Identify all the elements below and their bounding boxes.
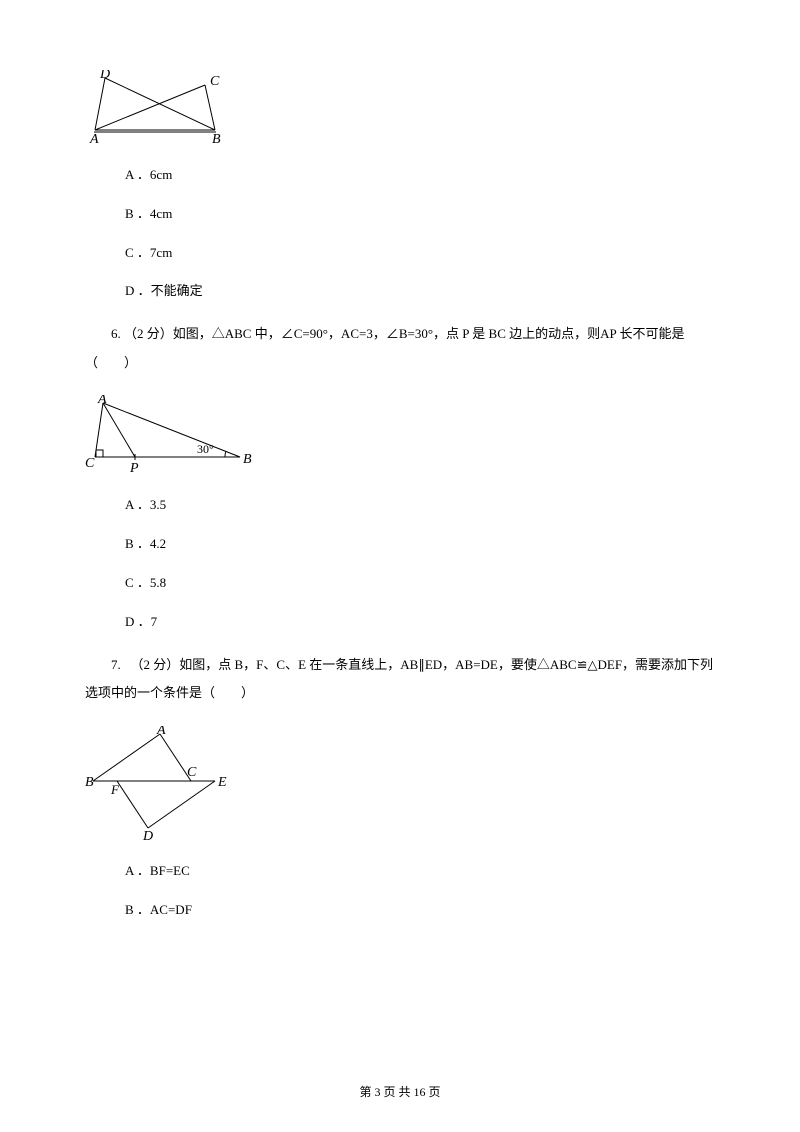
q6-text: 6. （2 分）如图，△ABC 中，∠C=90°，AC=3，∠B=30°，点 P… xyxy=(85,320,715,377)
figure-q7: A B F C E D xyxy=(85,726,715,841)
label-C2: C xyxy=(85,456,95,471)
q5-option-D: D ．不能确定 xyxy=(125,281,715,302)
label-B3: B xyxy=(85,775,94,790)
q6-option-C: C ．5.8 xyxy=(125,573,715,594)
label-angle: 30° xyxy=(197,442,214,456)
label-E3: E xyxy=(217,775,227,790)
label-B: B xyxy=(212,132,221,145)
label-B2: B xyxy=(243,452,252,467)
label-A2: A xyxy=(97,395,107,407)
figure-q5: D C A B xyxy=(85,70,715,145)
label-D3: D xyxy=(142,829,153,841)
label-C: C xyxy=(210,74,220,89)
figure-q5-svg: D C A B xyxy=(85,70,245,145)
q5-option-C: C ．7cm xyxy=(125,243,715,264)
page-footer: 第 3 页 共 16 页 xyxy=(0,1083,800,1102)
label-A3: A xyxy=(156,726,166,738)
figure-q6-svg: A C P B 30° xyxy=(85,395,260,475)
figure-q7-svg: A B F C E D xyxy=(85,726,235,841)
label-F3: F xyxy=(110,782,120,797)
q7-option-A: A ．BF=EC xyxy=(125,861,715,882)
q5-option-B: B ．4cm xyxy=(125,204,715,225)
label-P2: P xyxy=(129,461,139,475)
label-C3: C xyxy=(187,765,197,780)
q6-option-A: A ．3.5 xyxy=(125,495,715,516)
figure-q6: A C P B 30° xyxy=(85,395,715,475)
q6-option-D: D ．7 xyxy=(125,612,715,633)
q6-option-B: B ．4.2 xyxy=(125,534,715,555)
label-A: A xyxy=(89,132,99,145)
q5-option-A: A ．6cm xyxy=(125,165,715,186)
q7-option-B: B ．AC=DF xyxy=(125,900,715,921)
label-D: D xyxy=(99,70,110,82)
q7-text: 7. （2 分）如图，点 B，F、C、E 在一条直线上，AB∥ED，AB=DE，… xyxy=(85,651,715,708)
